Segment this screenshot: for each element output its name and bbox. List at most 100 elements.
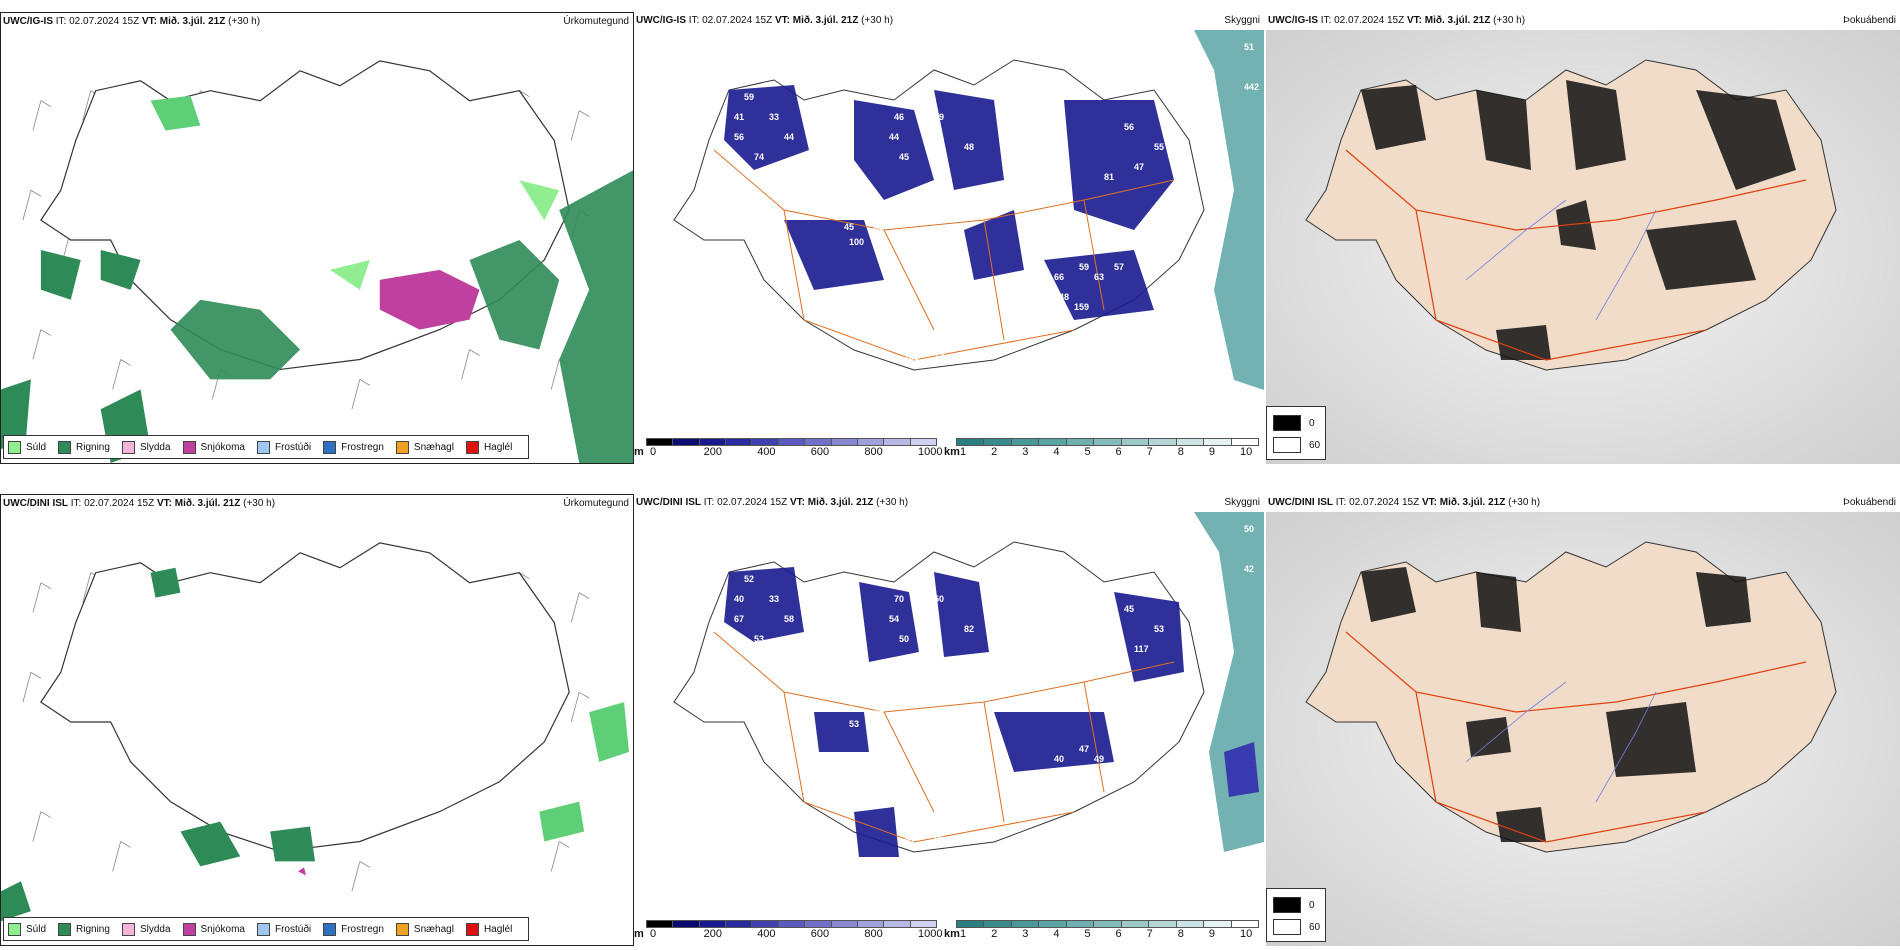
visibility-value-label: 44	[784, 132, 794, 142]
visibility-value-label: 70	[894, 594, 904, 604]
visibility-value-label: 117	[1134, 644, 1149, 654]
it-label: IT:	[1320, 15, 1332, 26]
model-name: UWC/DINI ISL	[636, 497, 701, 508]
road-network	[713, 149, 1175, 361]
colorbar-tick-label: 3	[1022, 928, 1029, 940]
precip-legend: Súld Rigning Slydda Snjókoma Frostúði Frostre…	[3, 435, 530, 459]
colorbar-tick-label: 8	[1177, 928, 1184, 940]
colorbar-segment	[1203, 438, 1232, 446]
visibility-value-label: 74	[754, 152, 764, 162]
legend-item: Súld	[8, 440, 47, 454]
colorbar-segment	[804, 438, 832, 446]
visibility-value-label: 159	[1074, 302, 1089, 312]
iceland-outline	[40, 542, 570, 853]
colorbar-tick-label: 600	[810, 928, 830, 940]
legend-label: Slydda	[139, 923, 171, 935]
legend-item: Snjókoma	[182, 922, 245, 936]
precip-map	[1, 31, 633, 463]
colorbar-tick-label: 1	[960, 446, 967, 458]
colorbar-segment	[1175, 438, 1205, 446]
precip-map	[1, 513, 633, 945]
colorbar-tick-label: 600	[810, 446, 830, 458]
colorbar-segment	[751, 438, 779, 446]
fog-legend-row: 60	[1273, 919, 1320, 935]
panel-header: UWC/IG-IS IT: 02.07.2024 15Z VT: Mið. 3.…	[1, 13, 633, 31]
legend-item: Haglél	[465, 440, 512, 454]
panel-header: UWC/DINI ISL IT: 02.07.2024 15Z VT: Mið.…	[1, 495, 633, 513]
colorbar-segment	[725, 920, 753, 928]
legend-item: Frostregn	[323, 440, 384, 454]
visibility-value-label: 58	[784, 614, 794, 624]
visibility-value-label: 103	[934, 724, 949, 734]
visibility-value-label: 40	[874, 242, 884, 252]
visibility-value-label: 100	[849, 237, 864, 247]
colorbar-tick-label: 0	[650, 446, 657, 458]
iceland-outline	[673, 541, 1205, 853]
colorbar-tick-label: 5	[1084, 446, 1091, 458]
legend-item: Frostúði	[256, 440, 311, 454]
vt-label: VT:	[1421, 497, 1437, 508]
colorbar-segment	[1065, 920, 1095, 928]
legend-swatch	[395, 440, 409, 454]
legend-label: Snæhagl	[413, 441, 454, 453]
colorbar-tick-label: 2	[991, 446, 998, 458]
low-visibility-areas	[724, 567, 1184, 857]
legend-label: Snæhagl	[413, 923, 454, 935]
visibility-value-label: 54	[889, 614, 899, 624]
visibility-value-label: 50	[954, 382, 964, 392]
colorbar-segment	[1148, 438, 1177, 446]
fog-index-panel-bottom: UWC/DINI ISL IT: 02.07.2024 15Z VT: Mið.…	[1266, 494, 1900, 946]
colorbar-segment	[1010, 920, 1040, 928]
visibility-value-label: 40	[1054, 754, 1064, 764]
visibility-value-label: 59	[744, 92, 754, 102]
colorbar-tick-label: 6	[1115, 928, 1122, 940]
colorbar-segment	[1038, 438, 1067, 446]
legend-label: Súld	[26, 923, 47, 935]
legend-swatch	[465, 440, 479, 454]
visibility-value-label: 39	[1194, 734, 1204, 744]
legend-label: Snjókoma	[200, 923, 245, 935]
legend-item: Haglél	[465, 922, 512, 936]
visibility-value-label: 50	[899, 634, 909, 644]
colorbar-segment	[883, 438, 911, 446]
lead-time: (+30 h)	[228, 16, 261, 27]
colorbar-segment	[725, 438, 753, 446]
it-label: IT:	[70, 498, 82, 509]
lead-time: (+30 h)	[243, 498, 276, 509]
legend-label: Rigning	[76, 441, 110, 453]
legend-item: Frostregn	[323, 922, 384, 936]
visibility-value-label: 33	[769, 112, 779, 122]
vt-value: Mið. 3.júl. 21Z	[807, 497, 874, 508]
legend-label: Rigning	[76, 923, 110, 935]
lead-time: (+30 h)	[861, 15, 894, 26]
fog-legend: 0 60	[1266, 406, 1326, 460]
road-network	[1345, 149, 1807, 361]
legend-label: Frostregn	[341, 441, 384, 453]
visibility-value-label: 82	[964, 624, 974, 634]
legend-label: Súld	[26, 441, 47, 453]
legend-swatch	[465, 922, 479, 936]
vt-value: Mið. 3.júl. 21Z	[1424, 15, 1491, 26]
panel-header: UWC/IG-IS IT: 02.07.2024 15Z VT: Mið. 3.…	[1266, 12, 1900, 30]
model-name: UWC/IG-IS	[636, 15, 686, 26]
colorbar-segment	[830, 438, 858, 446]
legend-swatch	[182, 440, 196, 454]
colorbar-tick-label: 200	[703, 446, 722, 458]
visibility-value-label: 41	[734, 112, 744, 122]
rivers	[1465, 681, 1657, 803]
visibility-value-label: 49	[1094, 754, 1104, 764]
it-value: 02.07.2024 15Z	[1334, 15, 1405, 26]
visibility-value-label: 48	[964, 142, 974, 152]
panel-title: Úrkomutegund	[563, 16, 629, 27]
visibility-value-label: 53	[849, 719, 859, 729]
visibility-value-label: 442	[1244, 82, 1259, 92]
legend-swatch	[395, 922, 409, 936]
road-network	[713, 631, 1175, 843]
legend-label: Snjókoma	[200, 441, 245, 453]
it-label: IT:	[688, 15, 700, 26]
colorbar-tick-label: 400	[757, 446, 776, 458]
vt-label: VT:	[141, 16, 157, 27]
lead-time: (+30 h)	[876, 497, 909, 508]
visibility-value-label: 187	[954, 864, 969, 874]
